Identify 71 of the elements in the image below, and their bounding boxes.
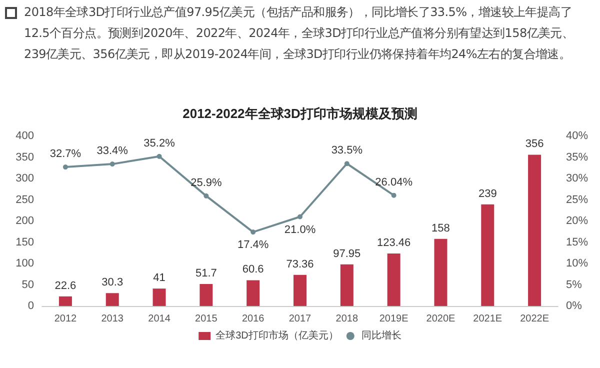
x-tick-label: 2022E — [520, 314, 550, 324]
bar — [528, 154, 542, 306]
bar — [58, 296, 72, 306]
legend-label: 全球3D打印市场（亿美元） — [216, 330, 338, 342]
y2-tick-label: 0% — [566, 300, 582, 312]
point — [391, 192, 396, 198]
y-tick-label: 0 — [28, 300, 34, 312]
y-tick-label: 150 — [16, 236, 34, 248]
bar — [152, 288, 166, 306]
point — [344, 161, 350, 166]
data-label: 32.7% — [50, 148, 82, 160]
text: 2018年全球3D打印行业总产值97.95亿美元（包括产品和服务），同比增长了33.5%，增速较上年提高了12.5个百分点。预测到2020年、2022年、2024年，全球3D打印行业总产值将分别有望达到158亿美元、239亿美元、356亿美元，即从2019-2024年间，全球3D打印行业仍将保持着年均24%左右的复合增速。 — [24, 4, 575, 63]
chart-title: 2012-2022年全球3D打印市场规模及预测 — [182, 106, 418, 121]
data-label: 158 — [432, 222, 450, 234]
point — [156, 154, 162, 159]
y-tick-label: 300 — [16, 172, 34, 184]
data-label: 25.9% — [190, 176, 222, 189]
x-tick-label: 2013 — [101, 314, 124, 324]
data-label: 239 — [478, 188, 497, 200]
point — [250, 230, 256, 235]
bar — [200, 284, 213, 306]
y2-tick-label: 10% — [566, 258, 588, 270]
y-tick-label: 100 — [16, 258, 34, 270]
x-tick-label: 2017 — [288, 314, 312, 324]
y-tick-label: 200 — [16, 215, 34, 227]
bar — [246, 280, 260, 306]
data-label: 17.4% — [237, 239, 269, 252]
x-tick-label: 2020E — [426, 314, 456, 324]
legend-label: 同比增长 — [361, 330, 402, 342]
x-tick-label: 2018 — [336, 314, 358, 324]
bar — [340, 264, 354, 306]
data-label: 33.5% — [331, 144, 363, 157]
y-tick-label: 350 — [16, 151, 34, 164]
data-label: 22.6 — [54, 280, 76, 292]
data-label: 51.7 — [195, 268, 217, 280]
y2-tick-label: 40% — [566, 130, 588, 142]
y2-tick-label: 35% — [566, 151, 588, 164]
y-tick-label: 400 — [16, 130, 34, 142]
data-label: 30.3 — [102, 276, 124, 289]
y2-tick-label: 5% — [566, 278, 582, 291]
y-tick-label: 250 — [16, 194, 34, 206]
y2-tick-label: 20% — [566, 215, 588, 227]
x-tick-label: 2021E — [473, 314, 502, 324]
bar — [106, 293, 119, 306]
y2-tick-label: 15% — [566, 236, 588, 248]
point — [204, 193, 209, 198]
y2-tick-label: 30% — [566, 172, 588, 184]
data-label: 356 — [525, 138, 544, 150]
data-label: 60.6 — [242, 264, 264, 276]
bar — [387, 254, 400, 306]
bar — [481, 204, 494, 306]
point — [298, 214, 302, 220]
bar — [434, 238, 448, 306]
x-tick-label: 2014 — [148, 314, 171, 324]
bar — [294, 274, 306, 306]
x-tick-label: 2019E — [379, 314, 409, 324]
data-label: 123.46 — [376, 237, 411, 250]
x-tick-label: 2015 — [195, 314, 218, 324]
y2-tick-label: 25% — [566, 194, 588, 206]
data-label: 73.36 — [286, 258, 314, 270]
x-tick-label: 2012 — [54, 314, 78, 324]
x-tick-label: 2016 — [242, 314, 265, 324]
data-label: 41 — [153, 272, 166, 284]
data-label: 35.2% — [144, 137, 176, 150]
data-label: 26.04% — [375, 176, 413, 188]
data-label: 21.0% — [284, 224, 316, 236]
data-label: 33.4% — [96, 145, 128, 158]
data-label: 97.95 — [333, 248, 361, 260]
y-tick-label: 50 — [22, 278, 34, 291]
point — [62, 164, 68, 170]
point — [110, 162, 115, 167]
